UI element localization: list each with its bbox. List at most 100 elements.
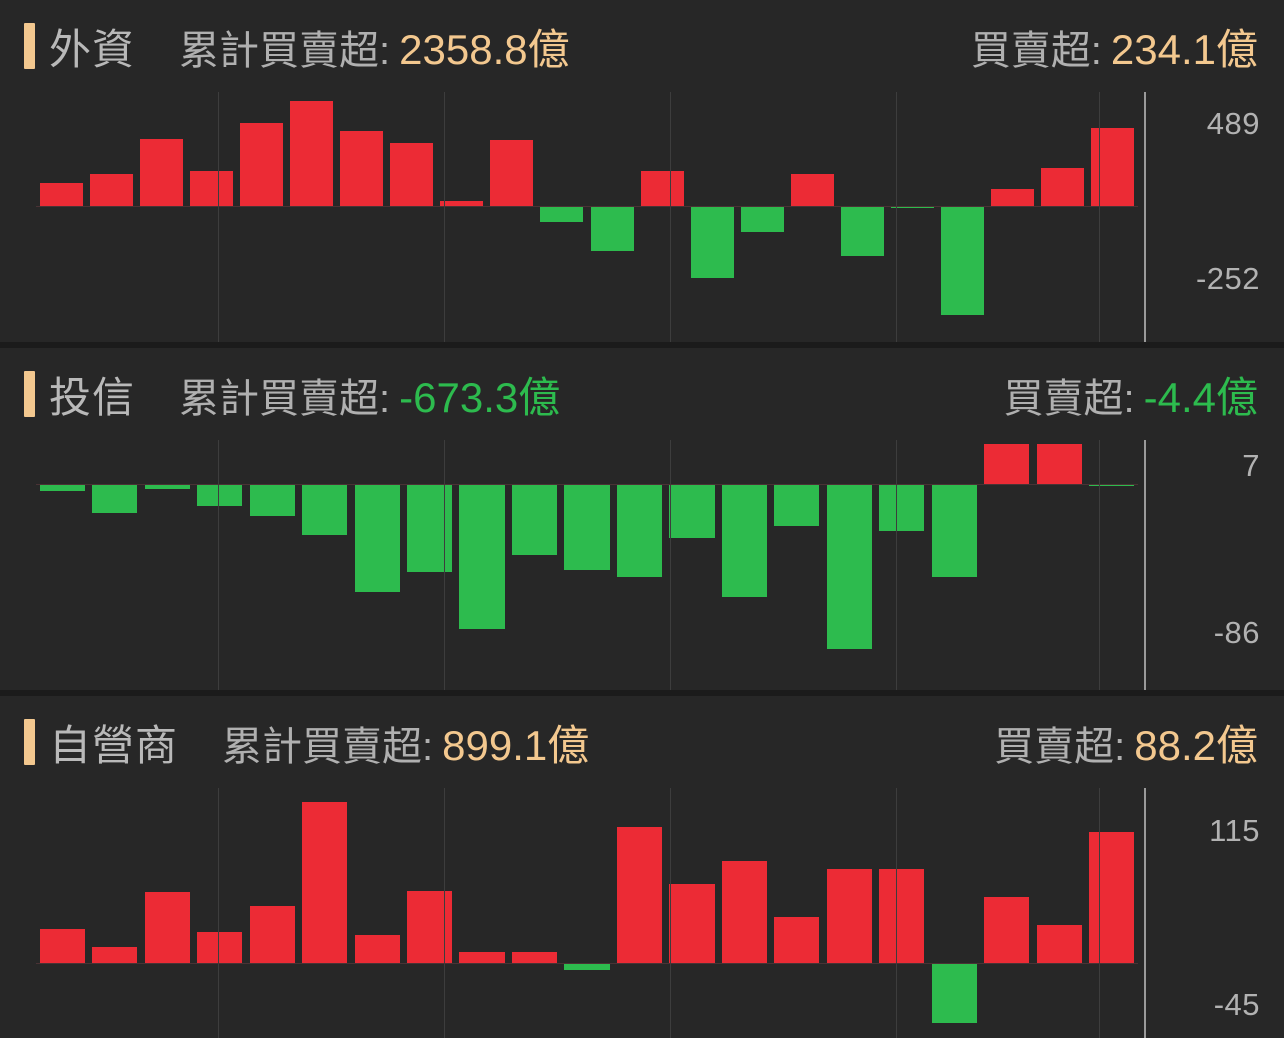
bar [991,188,1035,206]
accent-bar-icon [24,23,35,69]
chart-gridline [217,788,219,1038]
today-net-group: 買賣超: 234.1億 [971,16,1258,77]
axis-label-min: -252 [1195,260,1260,296]
bar [690,205,734,278]
bar [440,201,484,206]
bar [774,483,820,526]
today-net-value: 234.1億 [1110,25,1258,73]
chart-gridline [895,92,897,342]
chart-gridline [443,788,445,1038]
chart-gridline [895,440,897,690]
today-net-group: 買賣超: 88.2億 [994,712,1258,773]
bar [931,963,977,1023]
chart-gridline [443,92,445,342]
bar [39,928,85,963]
plot-region [36,788,1146,1038]
panel-investment-trust: 投信 累計買賣超: -673.3億 買賣超: -4.4億 7 -86 [0,342,1284,690]
cumulative-net-value: -673.3億 [399,373,561,421]
chart-gridline [1099,92,1101,342]
bar [790,173,834,206]
bar [249,905,295,963]
panel-foreign-investors: 外資 累計買賣超: 2358.8億 買賣超: 234.1億 489 -252 [0,0,1284,342]
chart-foreign-investors[interactable]: 489 -252 [0,92,1284,342]
bar [89,173,133,206]
bar [302,483,348,536]
bar [984,897,1030,963]
accent-bar-icon [24,719,35,765]
bar [540,205,584,222]
chart-gridline [669,788,671,1038]
bar [459,483,505,630]
bar [774,917,820,963]
bar [826,483,872,649]
bar [92,483,138,514]
chart-gridline [669,440,671,690]
bar [669,483,715,538]
bar [826,869,872,963]
chart-gridline [1099,440,1101,690]
today-net-label: 買賣超: [1003,376,1135,421]
bar [490,139,534,206]
bar [511,951,558,963]
bar [92,946,138,963]
panel-dealers: 自營商 累計買賣超: 899.1億 買賣超: 88.2億 115 -45 [0,690,1284,1038]
institution-name: 投信 [49,373,136,421]
current-marker-line [1144,92,1146,342]
bar [616,483,663,578]
bar [1041,167,1085,206]
chart-gridline [217,440,219,690]
chart-gridline [669,92,671,342]
bar [721,483,767,598]
bar [39,483,85,492]
bar [302,802,348,963]
bar-series [36,92,1138,342]
zero-baseline [36,483,1138,485]
bar [289,101,334,206]
cumulative-net-label: 累計買賣超: [179,376,391,421]
bar-series [36,788,1138,1038]
bar [197,931,243,963]
bar [840,205,885,257]
bar [984,443,1030,484]
cumulative-net-label: 累計買賣超: [179,28,391,73]
bar [189,171,233,206]
cumulative-net-value: 2358.8億 [399,25,570,73]
plot-region [36,440,1146,690]
bar [239,123,283,206]
current-marker-line [1144,788,1146,1038]
bar [740,205,784,233]
axis-label-min: -45 [1213,986,1260,1022]
bar [511,483,558,556]
bar [407,890,453,963]
cumulative-net-group: 累計買賣超: 899.1億 [222,712,589,773]
plot-region [36,92,1146,342]
chart-investment-trust[interactable]: 7 -86 [0,440,1284,690]
axis-label-max: 7 [1242,447,1260,483]
bar [144,483,190,489]
bar [564,963,610,971]
bar-series [36,440,1138,690]
axis-label-max: 489 [1206,105,1260,141]
chart-dealers[interactable]: 115 -45 [0,788,1284,1038]
current-marker-line [1144,440,1146,690]
bar [669,884,715,963]
bar [1036,443,1082,484]
bar [564,483,610,570]
bar [39,182,83,206]
chart-gridline [443,440,445,690]
panel-header: 外資 累計買賣超: 2358.8億 買賣超: 234.1億 [0,0,1284,92]
bar [390,143,434,206]
axis-label-min: -86 [1213,615,1260,650]
zero-baseline [36,205,1138,207]
cumulative-net-value: 899.1億 [442,721,590,769]
bar [407,483,453,573]
today-net-label: 買賣超: [994,724,1126,769]
cumulative-net-group: 累計買賣超: 2358.8億 [179,16,570,77]
panel-header: 自營商 累計買賣超: 899.1億 買賣超: 88.2億 [0,696,1284,788]
bar [1036,925,1082,963]
bar [640,171,684,206]
today-net-value: 88.2億 [1134,721,1258,769]
bar [879,869,925,963]
today-net-label: 買賣超: [970,28,1102,73]
bar [721,861,767,963]
